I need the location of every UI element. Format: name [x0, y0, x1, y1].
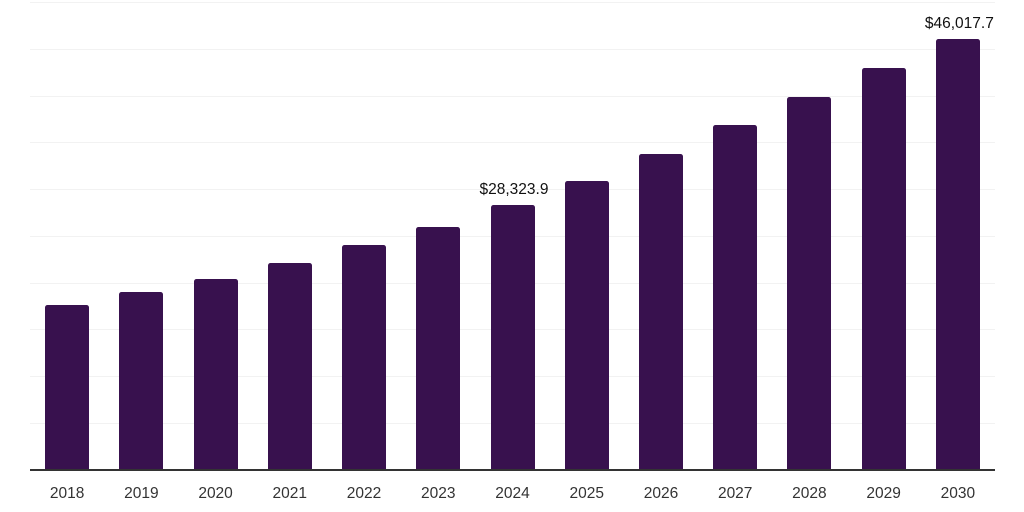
gridline: [30, 48, 995, 50]
x-tick-2022: 2022: [346, 485, 382, 502]
bar-2028: [787, 97, 832, 470]
x-tick-2019: 2019: [124, 485, 159, 502]
gridline: [30, 95, 995, 97]
x-tick-2024: 2024: [495, 485, 530, 502]
x-tick-2028: 2028: [792, 485, 827, 502]
bar-2020: [193, 278, 238, 470]
bar-2025: [564, 180, 609, 470]
bar-2027: [713, 125, 758, 470]
x-axis-line: [30, 469, 995, 471]
x-tick-2029: 2029: [866, 485, 901, 502]
gridline: [30, 189, 995, 190]
x-tick-2020: 2020: [198, 485, 233, 502]
x-tick-2030: 2030: [940, 485, 976, 502]
gridline: [30, 2, 995, 3]
bar-2018: [45, 304, 90, 470]
x-tick-2023: 2023: [421, 485, 456, 502]
gridline: [30, 142, 995, 144]
x-tick-2026: 2026: [643, 485, 679, 502]
bar-2030: [935, 39, 980, 470]
x-tick-2027: 2027: [717, 485, 753, 502]
bar-2022: [342, 245, 387, 470]
bar-2026: [638, 154, 683, 470]
x-tick-2018: 2018: [49, 485, 85, 502]
bar-2019: [119, 291, 164, 470]
value-label-2030: $46,017.7: [924, 15, 994, 33]
bar-2023: [416, 227, 461, 470]
bar-2024: [490, 204, 535, 470]
value-label-2024: $28,323.9: [479, 180, 549, 198]
bar-2029: [861, 68, 906, 470]
x-tick-2025: 2025: [569, 485, 604, 502]
x-tick-2021: 2021: [272, 485, 308, 502]
bar-2021: [267, 262, 312, 470]
